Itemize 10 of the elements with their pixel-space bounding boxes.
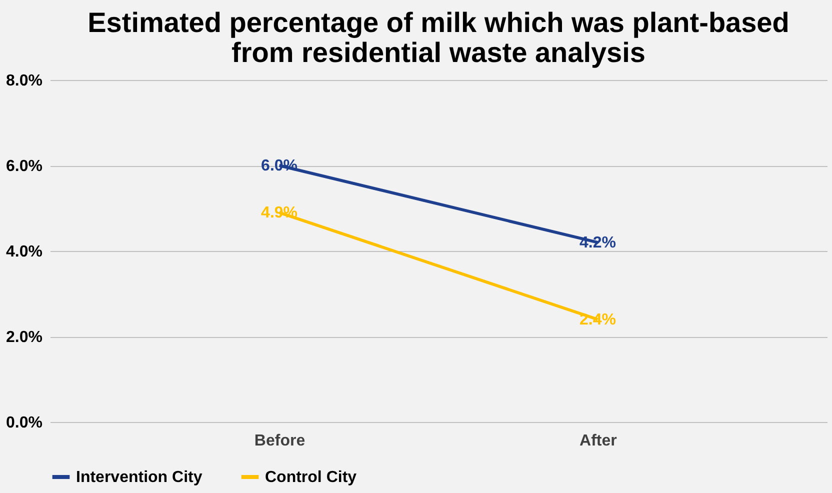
x-tick-label: Before [254, 432, 306, 450]
y-tick-label: 0.0% [6, 414, 42, 432]
legend-label: Control City [265, 469, 357, 486]
y-tick-label: 2.0% [6, 329, 42, 346]
x-tick-label: After [580, 432, 617, 450]
y-tick-label: 6.0% [6, 158, 42, 175]
chart-title: Estimated percentage of milk which was plant-based from residential waste analysis [88, 7, 790, 68]
y-tick-label: 8.0% [6, 72, 42, 90]
y-tick-label: 4.0% [6, 244, 42, 260]
legend-label: Intervention City [76, 469, 202, 486]
